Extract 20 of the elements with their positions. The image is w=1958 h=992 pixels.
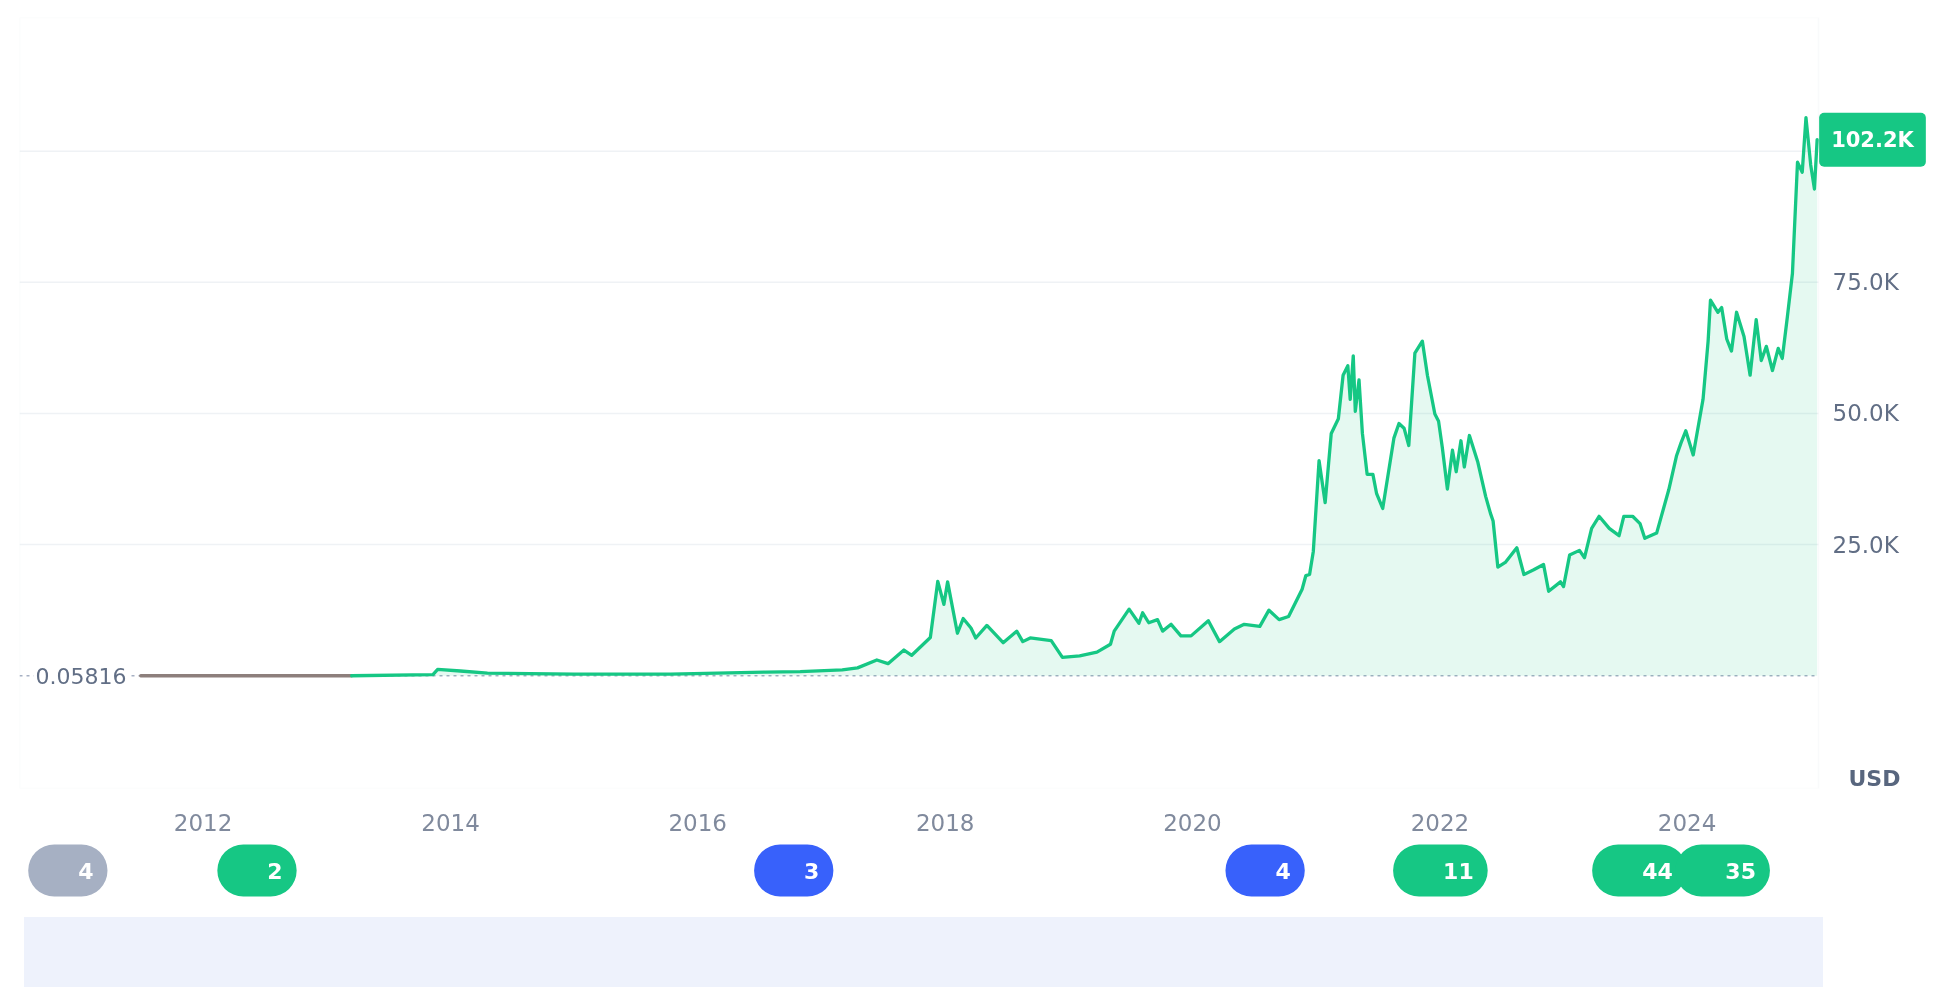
x-tick-label: 2018 bbox=[915, 809, 975, 836]
y-axis-title: USD bbox=[1848, 765, 1901, 791]
text: 35 bbox=[1725, 858, 1756, 884]
x-tick-label: 2020 bbox=[1163, 809, 1222, 836]
x-tick-label: 2012 bbox=[173, 809, 233, 836]
y-tick-label: 25.0K bbox=[1832, 531, 1900, 558]
text: 11 bbox=[1443, 858, 1474, 884]
text: 2 bbox=[267, 858, 283, 884]
x-tick-label: 2016 bbox=[668, 809, 727, 836]
x-tick-label: 2022 bbox=[1410, 809, 1470, 836]
text: 4 bbox=[78, 858, 94, 884]
text: 3 bbox=[804, 858, 820, 884]
text: 4 bbox=[1275, 858, 1291, 884]
x-tick-label: 2024 bbox=[1657, 809, 1717, 836]
y-tick-label: 75.0K bbox=[1832, 269, 1900, 296]
x-tick-label: 2014 bbox=[421, 809, 480, 836]
text: 44 bbox=[1642, 858, 1673, 884]
annotation: 102.2K bbox=[1831, 127, 1915, 152]
ref-line-label: 0.05816 bbox=[35, 663, 127, 689]
y-tick-label: 50.0K bbox=[1832, 400, 1900, 427]
